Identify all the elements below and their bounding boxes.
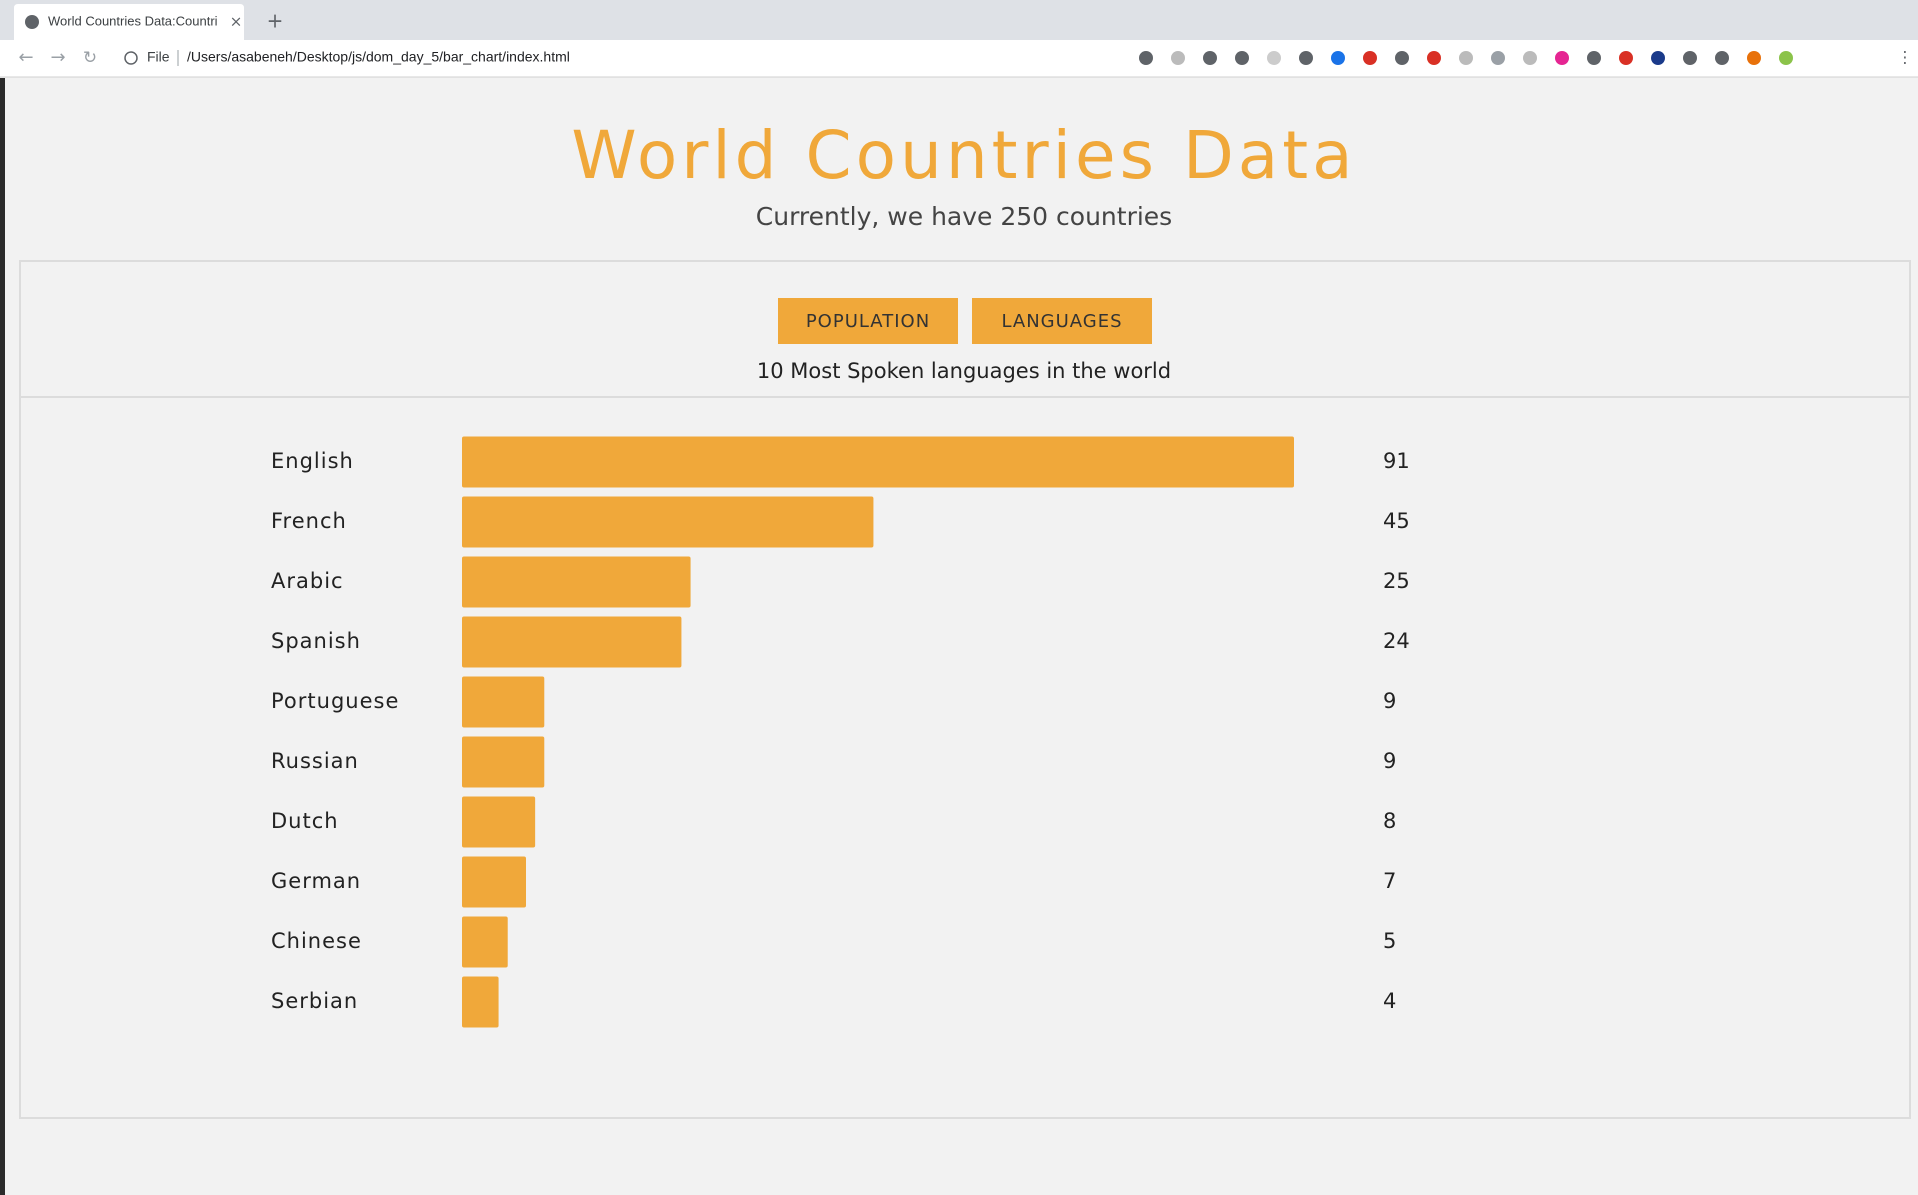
value-label: 9 xyxy=(1383,749,1396,773)
chart-panel xyxy=(19,260,1911,1119)
bar xyxy=(462,736,545,788)
extension-icon[interactable] xyxy=(1779,51,1793,65)
value-label: 25 xyxy=(1383,569,1410,593)
button-group: POPULATION LANGUAGES xyxy=(778,298,1152,344)
tab-favicon xyxy=(25,15,39,29)
extension-icon[interactable] xyxy=(1491,51,1505,65)
tab-close[interactable]: × xyxy=(230,13,243,31)
tab-button[interactable] xyxy=(778,298,958,344)
value-label: 45 xyxy=(1383,509,1410,533)
site-info[interactable] xyxy=(124,51,138,65)
extension-icon[interactable] xyxy=(1235,51,1249,65)
bar xyxy=(462,916,508,968)
extension-icon[interactable] xyxy=(1331,51,1345,65)
bar xyxy=(462,616,682,668)
extension-icon[interactable] xyxy=(1715,51,1729,65)
value-label: 8 xyxy=(1383,809,1396,833)
value-label: 4 xyxy=(1383,989,1396,1013)
extension-icon[interactable] xyxy=(1427,51,1441,65)
bar-label: Dutch xyxy=(271,809,339,833)
extension-icon[interactable] xyxy=(1171,51,1185,65)
extension-icon[interactable] xyxy=(1683,51,1697,65)
bar-label: Arabic xyxy=(271,569,344,593)
extension-icon[interactable] xyxy=(1651,51,1665,65)
bar-label: Portuguese xyxy=(271,689,399,713)
bar-label: Spanish xyxy=(271,629,361,653)
extension-icons: ⋮ xyxy=(1139,48,1913,67)
chart-title: 10 Most Spoken languages in the world xyxy=(757,359,1171,383)
page-subtitle: Currently, we have 250 countries xyxy=(756,202,1172,231)
extension-icon[interactable] xyxy=(1203,51,1217,65)
tab-button[interactable] xyxy=(972,298,1152,344)
reload-button[interactable]: ↻ xyxy=(83,48,97,68)
active-tab[interactable] xyxy=(14,4,244,40)
extension-icon[interactable] xyxy=(1747,51,1761,65)
tab-button-label[interactable]: POPULATION xyxy=(806,311,930,332)
tab-button-label[interactable]: LANGUAGES xyxy=(1001,311,1122,332)
bar-label: Russian xyxy=(271,749,359,773)
url-scheme: File xyxy=(147,49,170,65)
extension-icon[interactable] xyxy=(1555,51,1569,65)
bar xyxy=(462,976,499,1028)
extension-icon[interactable] xyxy=(1299,51,1313,65)
bar xyxy=(462,796,536,848)
extension-icon[interactable] xyxy=(1619,51,1633,65)
bar xyxy=(462,676,545,728)
bar-label: French xyxy=(271,509,347,533)
extension-icon[interactable] xyxy=(1363,51,1377,65)
bar-label: German xyxy=(271,869,361,893)
extension-icon[interactable] xyxy=(1139,51,1153,65)
menu-button[interactable]: ⋮ xyxy=(1897,48,1913,67)
value-label: 91 xyxy=(1383,449,1410,473)
address-bar[interactable]: /Users/asabeneh/Desktop/js/dom_day_5/bar… xyxy=(187,49,570,65)
extension-icon[interactable] xyxy=(1267,51,1281,65)
bar-label: Serbian xyxy=(271,989,358,1013)
bar xyxy=(462,496,874,548)
value-label: 7 xyxy=(1383,869,1396,893)
extension-icon[interactable] xyxy=(1523,51,1537,65)
bar xyxy=(462,856,526,908)
tab-strip xyxy=(0,0,1918,40)
value-label: 5 xyxy=(1383,929,1396,953)
extension-icon[interactable] xyxy=(1587,51,1601,65)
bar-label: Chinese xyxy=(271,929,362,953)
page-title: World Countries Data xyxy=(571,117,1356,194)
bar xyxy=(462,436,1294,488)
value-label: 9 xyxy=(1383,689,1396,713)
back-button[interactable]: ← xyxy=(18,47,33,68)
extension-icon[interactable] xyxy=(1459,51,1473,65)
tab-title[interactable]: World Countries Data:Countri xyxy=(48,13,218,28)
left-edge xyxy=(0,78,5,1195)
bar xyxy=(462,556,691,608)
extension-icon[interactable] xyxy=(1395,51,1409,65)
bar-label: English xyxy=(271,449,354,473)
value-label: 24 xyxy=(1383,629,1410,653)
forward-button[interactable]: → xyxy=(50,47,65,68)
new-tab[interactable]: + xyxy=(267,9,284,33)
